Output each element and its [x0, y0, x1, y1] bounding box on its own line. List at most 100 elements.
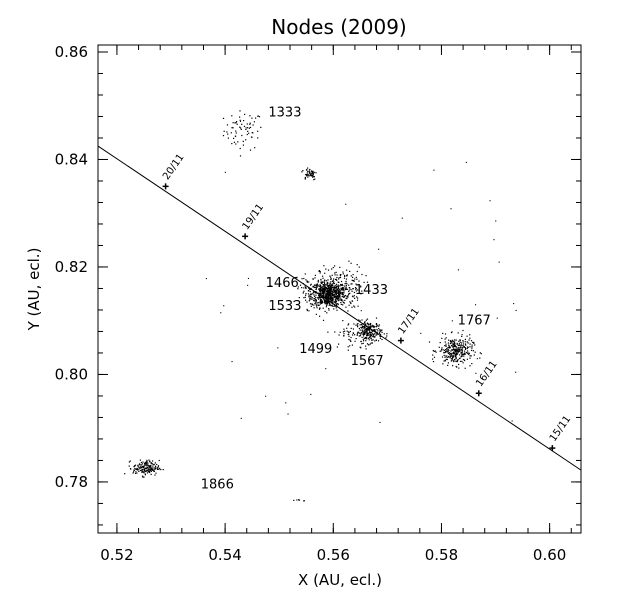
- scatter-point: [461, 344, 463, 347]
- scatter-point: [347, 293, 350, 295]
- scatter-point: [148, 471, 150, 473]
- scatter-point: [325, 368, 327, 370]
- scatter-point: [344, 283, 346, 285]
- scatter-point: [354, 334, 356, 336]
- scatter-point: [460, 342, 463, 344]
- scatter-point: [322, 281, 324, 283]
- scatter-point: [327, 297, 329, 299]
- scatter-point: [334, 274, 336, 276]
- scatter-point: [157, 466, 159, 468]
- scatter-point: [454, 345, 456, 347]
- scatter-point: [456, 343, 458, 345]
- scatter-point: [324, 289, 326, 291]
- scatter-point: [450, 358, 452, 360]
- scatter-point: [360, 310, 362, 312]
- scatter-point: [472, 350, 474, 352]
- scatter-point: [317, 281, 319, 283]
- scatter-point: [369, 330, 371, 332]
- scatter-point: [459, 350, 461, 352]
- scatter-point: [235, 132, 237, 134]
- scatter-point: [323, 287, 325, 289]
- scatter-point: [326, 295, 328, 297]
- scatter-point: [326, 294, 328, 296]
- scatter-point: [341, 295, 343, 298]
- scatter-point: [248, 127, 250, 129]
- scatter-point: [449, 357, 451, 359]
- scatter-point: [304, 273, 306, 275]
- scatter-point: [323, 281, 325, 283]
- scatter-point: [372, 339, 374, 341]
- scatter-point: [457, 269, 459, 271]
- scatter-point: [339, 295, 341, 297]
- scatter-point: [157, 468, 159, 470]
- scatter-point: [348, 335, 350, 337]
- scatter-point: [235, 143, 237, 145]
- scatter-point: [143, 476, 145, 478]
- scatter-point: [333, 295, 336, 297]
- scatter-point: [249, 126, 252, 128]
- scatter-point: [361, 343, 363, 345]
- scatter-point: [444, 341, 446, 343]
- scatter-point: [365, 328, 367, 330]
- scatter-point: [335, 290, 337, 292]
- scatter-point: [370, 322, 372, 325]
- scatter-point: [255, 117, 257, 119]
- cluster-label: 1866: [201, 477, 234, 492]
- scatter-point: [277, 347, 279, 349]
- scatter-point: [314, 178, 316, 180]
- scatter-point: [337, 289, 339, 291]
- y-axis-label: Y (AU, ecl.): [25, 248, 43, 332]
- scatter-point: [320, 278, 322, 281]
- scatter-point: [463, 353, 465, 355]
- scatter-point: [293, 499, 295, 501]
- scatter-point: [466, 351, 468, 354]
- scatter-point: [438, 346, 440, 348]
- scatter-point: [322, 307, 324, 309]
- scatter-point: [367, 334, 369, 336]
- scatter-point: [324, 272, 326, 274]
- scatter-point: [325, 306, 327, 308]
- scatter-point: [449, 353, 451, 356]
- scatter-point: [464, 347, 466, 349]
- scatter-point: [474, 351, 476, 353]
- scatter-point: [252, 124, 254, 126]
- scatter-point: [341, 292, 343, 294]
- scatter-point: [458, 367, 460, 369]
- scatter-point: [343, 290, 345, 292]
- scatter-point: [448, 356, 450, 358]
- scatter-point: [327, 269, 330, 271]
- scatter-point: [145, 465, 148, 467]
- scatter-point: [257, 115, 259, 117]
- scatter-point: [361, 325, 363, 327]
- scatter-point: [146, 462, 148, 464]
- scatter-point: [372, 334, 374, 336]
- scatter-point: [454, 355, 456, 357]
- scatter-point: [362, 342, 364, 344]
- scatter-point: [345, 297, 347, 300]
- scatter-point: [459, 347, 461, 349]
- scatter-point: [335, 295, 337, 297]
- scatter-point: [323, 290, 326, 292]
- scatter-point: [241, 134, 243, 137]
- scatter-point: [367, 328, 369, 330]
- scatter-point: [303, 290, 305, 292]
- scatter-point: [353, 323, 355, 325]
- scatter-point: [450, 352, 452, 354]
- scatter-point: [144, 469, 146, 472]
- scatter-point: [381, 329, 383, 331]
- scatter-point: [343, 302, 346, 304]
- scatter-point: [236, 123, 238, 125]
- scatter-point: [332, 305, 334, 307]
- scatter-point: [357, 289, 359, 291]
- scatter-point: [321, 290, 323, 292]
- scatter-point: [260, 126, 262, 128]
- scatter-point: [305, 299, 307, 301]
- scatter-point: [335, 304, 337, 306]
- scatter-point: [458, 347, 460, 349]
- scatter-point: [248, 132, 250, 134]
- scatter-point: [454, 348, 456, 350]
- scatter-point: [332, 294, 334, 296]
- scatter-point: [339, 285, 341, 287]
- scatter-point: [401, 217, 403, 219]
- cluster-label: 1333: [268, 105, 301, 120]
